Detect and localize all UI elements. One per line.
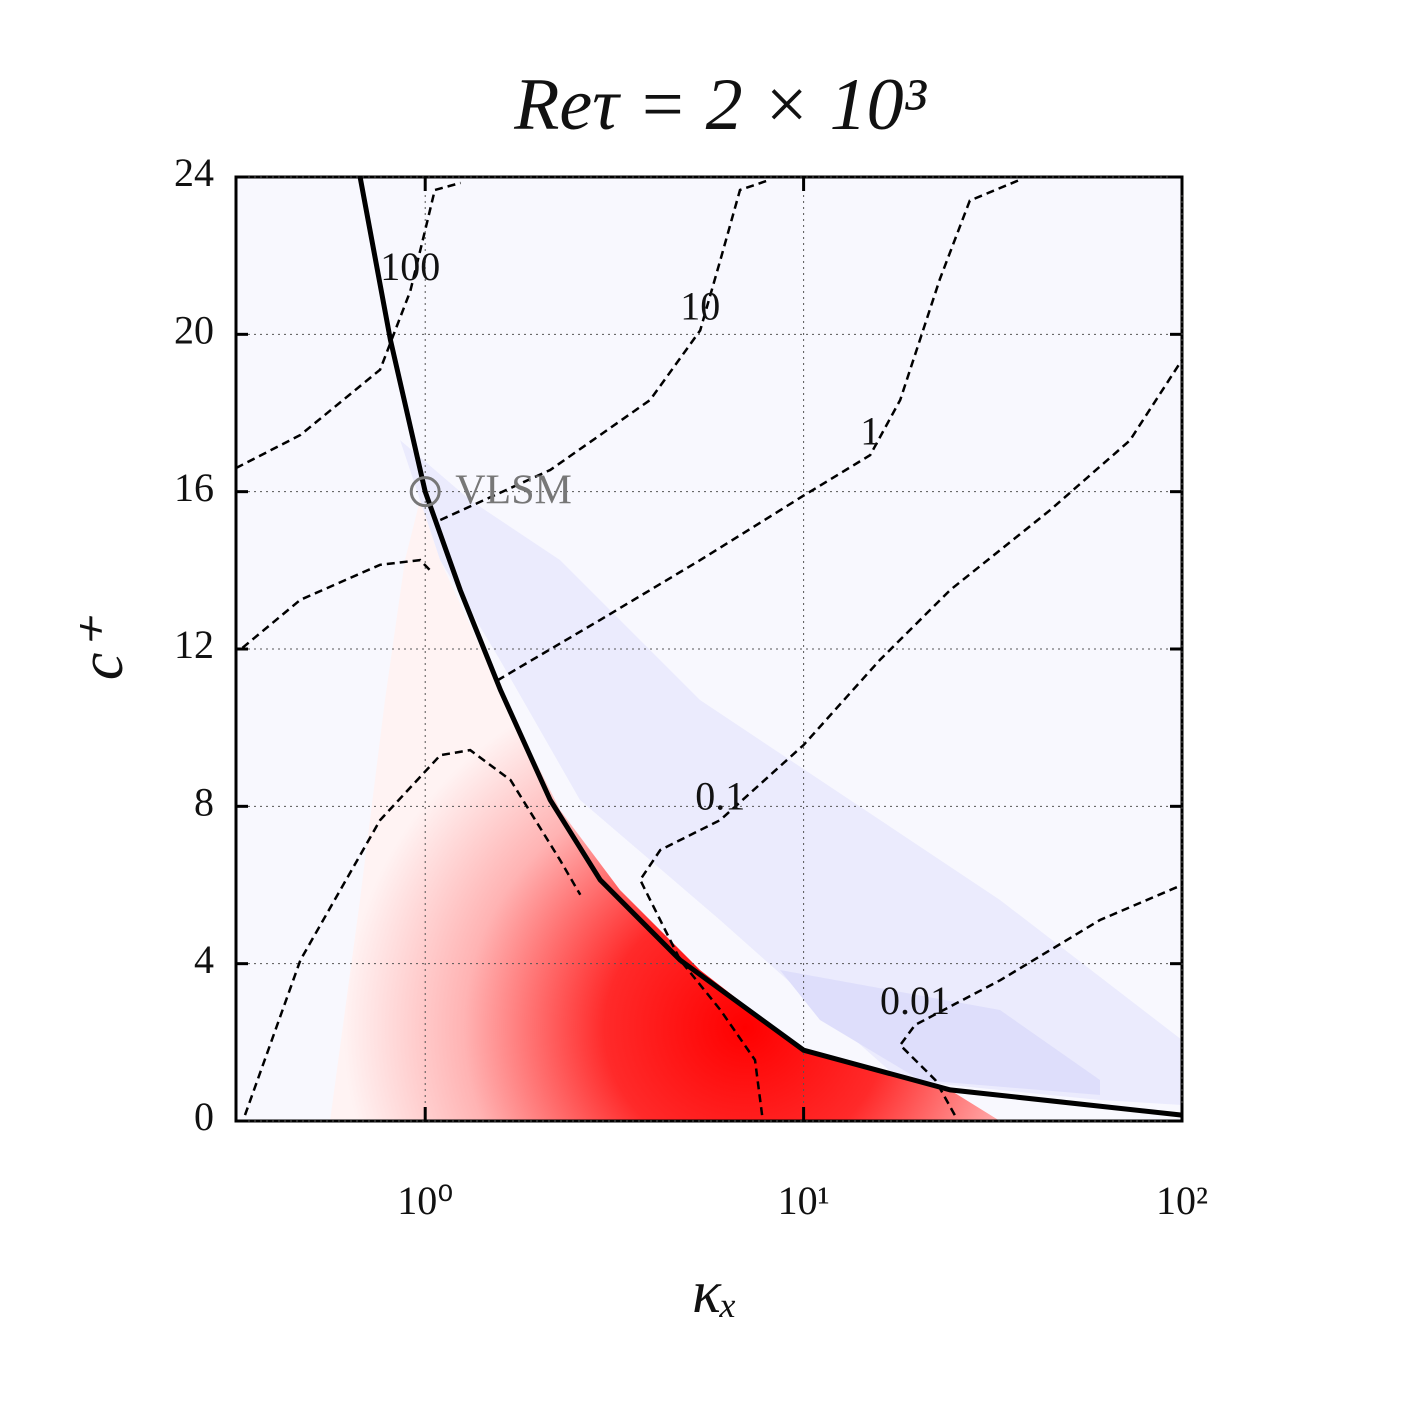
x-tick-label: 10² (1156, 1178, 1208, 1223)
y-tick-label: 20 (174, 308, 214, 353)
contour-line (235, 181, 461, 470)
y-tick-label: 12 (174, 622, 214, 667)
contour-line (241, 558, 431, 649)
x-tick-label: 10⁰ (397, 1178, 453, 1223)
y-tick-label: 4 (194, 937, 214, 982)
y-tick-label: 0 (194, 1094, 214, 1139)
x-tick-label: 10¹ (778, 1178, 830, 1223)
contour-line (496, 178, 1021, 682)
contour-line (439, 178, 771, 522)
x-axis-label: κₓ (692, 1259, 738, 1325)
contour-label: 10 (680, 284, 720, 329)
contour-label: 100 (380, 244, 440, 289)
y-tick-label: 16 (174, 465, 214, 510)
field-negative-core (780, 970, 1100, 1095)
y-tick-label: 8 (194, 780, 214, 825)
contour-line (243, 748, 582, 1116)
chart-title: Reτ = 2 × 10³ (513, 64, 927, 146)
contour-label: 1 (860, 408, 880, 453)
curve-line (357, 176, 1183, 1118)
contour-line (638, 359, 1184, 1116)
annotation-marker (409, 476, 441, 508)
y-axis-label: c⁺ (68, 616, 136, 681)
contour-label: 0.01 (880, 978, 950, 1023)
field-negative (400, 440, 1182, 1105)
y-tick-label: 24 (174, 150, 214, 195)
contour-label: 0.1 (695, 773, 745, 818)
contour-line (898, 883, 1183, 1116)
annotation-label: VLSM (455, 467, 572, 513)
field-positive (330, 500, 1000, 1121)
